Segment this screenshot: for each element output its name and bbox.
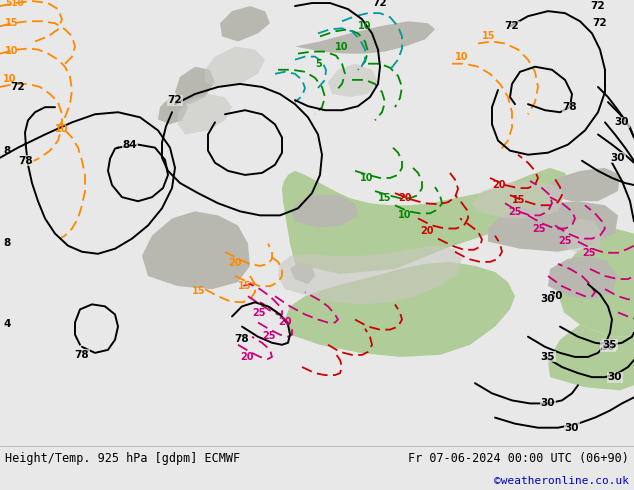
- Polygon shape: [175, 67, 215, 104]
- Text: ©weatheronline.co.uk: ©weatheronline.co.uk: [494, 476, 629, 486]
- Text: 35: 35: [541, 352, 555, 362]
- Text: 5: 5: [315, 59, 321, 69]
- Text: 20: 20: [492, 180, 505, 190]
- Text: 10: 10: [5, 46, 18, 55]
- Polygon shape: [278, 245, 462, 304]
- Text: 72: 72: [593, 18, 607, 28]
- Text: 10: 10: [358, 22, 372, 31]
- Text: Fr 07-06-2024 00:00 UTC (06+90): Fr 07-06-2024 00:00 UTC (06+90): [408, 452, 629, 465]
- Text: 15: 15: [238, 281, 252, 291]
- Polygon shape: [472, 181, 565, 219]
- Polygon shape: [295, 21, 435, 53]
- Text: 8: 8: [3, 146, 10, 156]
- Text: 15: 15: [378, 193, 392, 203]
- Text: 78: 78: [75, 350, 89, 360]
- Text: 30: 30: [601, 342, 615, 352]
- Text: 78: 78: [235, 334, 249, 343]
- Text: 25: 25: [558, 236, 571, 245]
- Text: 20: 20: [228, 258, 242, 268]
- Polygon shape: [488, 201, 618, 252]
- Text: 20: 20: [240, 352, 254, 362]
- Text: 10: 10: [360, 173, 373, 183]
- Text: 15: 15: [512, 195, 526, 205]
- Text: 30: 30: [565, 423, 579, 433]
- Text: 30: 30: [548, 291, 562, 301]
- Polygon shape: [205, 47, 265, 87]
- Polygon shape: [562, 219, 602, 256]
- Polygon shape: [178, 94, 232, 134]
- Polygon shape: [285, 262, 515, 357]
- Text: 35: 35: [603, 340, 618, 350]
- Text: 30: 30: [541, 294, 555, 304]
- Text: 30: 30: [541, 398, 555, 409]
- Polygon shape: [290, 262, 315, 284]
- Text: 30: 30: [611, 153, 625, 163]
- Text: 10: 10: [55, 124, 68, 134]
- Polygon shape: [558, 228, 634, 337]
- Text: 10: 10: [335, 42, 349, 51]
- Text: 10: 10: [398, 210, 411, 221]
- Text: 72: 72: [373, 0, 387, 8]
- Text: Height/Temp. 925 hPa [gdpm] ECMWF: Height/Temp. 925 hPa [gdpm] ECMWF: [5, 452, 240, 465]
- Text: 20: 20: [420, 225, 434, 236]
- Text: 72: 72: [167, 95, 183, 105]
- Polygon shape: [291, 195, 358, 227]
- Text: 15: 15: [5, 18, 18, 28]
- Text: 25: 25: [508, 207, 522, 218]
- Text: 25: 25: [252, 309, 266, 318]
- Polygon shape: [282, 168, 570, 274]
- Text: 15: 15: [192, 286, 205, 296]
- Polygon shape: [158, 97, 188, 124]
- Polygon shape: [328, 64, 378, 97]
- Text: 20: 20: [278, 317, 292, 326]
- Polygon shape: [142, 211, 250, 289]
- Text: 15: 15: [482, 31, 496, 42]
- Polygon shape: [220, 6, 270, 42]
- Text: 30: 30: [608, 372, 622, 382]
- Text: 25: 25: [582, 248, 595, 258]
- Text: 72: 72: [505, 21, 519, 31]
- Text: 84: 84: [123, 140, 138, 149]
- Text: 20: 20: [398, 193, 411, 203]
- Text: 78: 78: [18, 156, 34, 166]
- Text: 25: 25: [262, 331, 276, 341]
- Polygon shape: [548, 324, 634, 391]
- Text: 72: 72: [591, 1, 605, 11]
- Text: 10: 10: [3, 74, 16, 84]
- Text: 72: 72: [10, 82, 25, 92]
- Text: 8: 8: [3, 238, 10, 248]
- Polygon shape: [545, 168, 620, 201]
- Text: 4: 4: [3, 318, 10, 329]
- Text: 78: 78: [563, 102, 578, 112]
- Text: 25: 25: [532, 223, 545, 234]
- Text: 510: 510: [5, 0, 23, 8]
- Text: 30: 30: [615, 117, 630, 127]
- Text: 10: 10: [455, 51, 469, 62]
- Polygon shape: [548, 256, 618, 299]
